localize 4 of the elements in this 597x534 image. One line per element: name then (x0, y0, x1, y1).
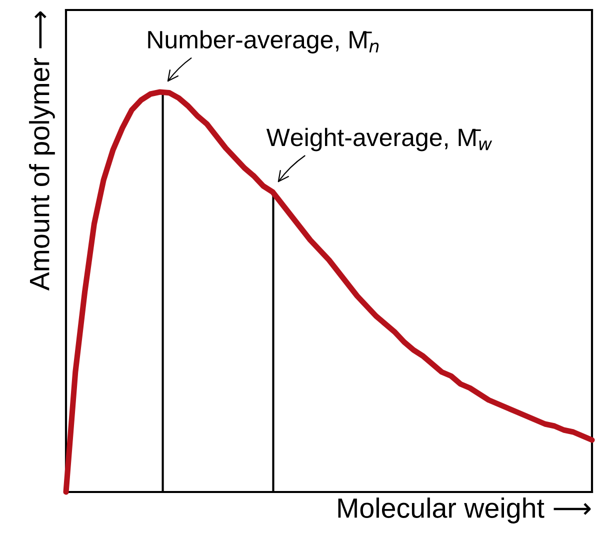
text: Number-average, M̄$_{n}$ (148, 30, 379, 54)
x-axis-title: Molecular weight ⟶ (338, 498, 591, 524)
annotation: Weight-average, M̄$_{w}$ (266, 128, 492, 152)
y-axis-title: Amount of polymer ⟶ (28, 11, 55, 291)
